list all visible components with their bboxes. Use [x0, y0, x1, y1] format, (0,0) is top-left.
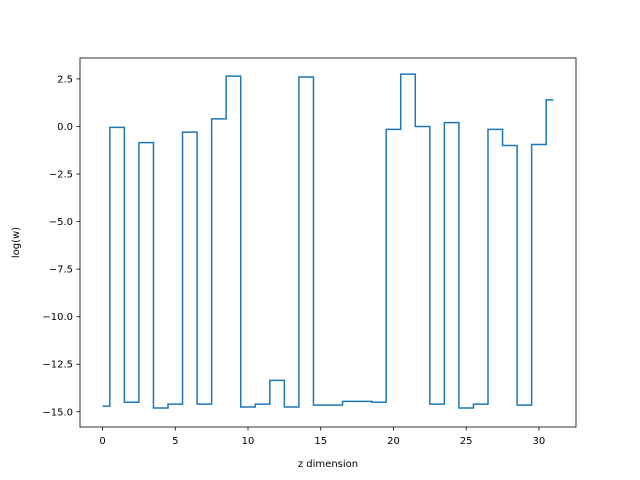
x-tick-label: 5	[172, 436, 178, 447]
y-tick-label: −15.0	[42, 407, 73, 418]
x-tick-label: 0	[99, 436, 105, 447]
x-tick-label: 10	[242, 436, 255, 447]
x-tick-label: 15	[314, 436, 327, 447]
x-tick-label: 20	[387, 436, 400, 447]
y-tick-label: 0.0	[57, 122, 73, 133]
y-tick-label: −12.5	[42, 360, 73, 371]
plot-frame	[79, 57, 577, 428]
y-tick-label: −10.0	[42, 312, 73, 323]
y-axis: 2.5 0.0 −2.5 −5.0 −7.5 −10.0 −12.5 −15.0	[42, 74, 80, 418]
x-tick-label: 30	[533, 436, 546, 447]
series-step-line	[102, 73, 554, 409]
y-axis-label: log(w)	[11, 227, 22, 258]
x-axis-label: z dimension	[298, 459, 358, 470]
x-tick-label: 25	[460, 436, 473, 447]
y-tick-label: −2.5	[49, 170, 73, 181]
y-tick-label: −5.0	[49, 217, 73, 228]
y-tick-label: 2.5	[57, 74, 73, 85]
x-axis: 0 5 10 15 20 25 30	[99, 427, 545, 447]
series-layer	[102, 73, 554, 409]
plot-area	[80, 58, 576, 427]
y-tick-label: −7.5	[49, 265, 73, 276]
